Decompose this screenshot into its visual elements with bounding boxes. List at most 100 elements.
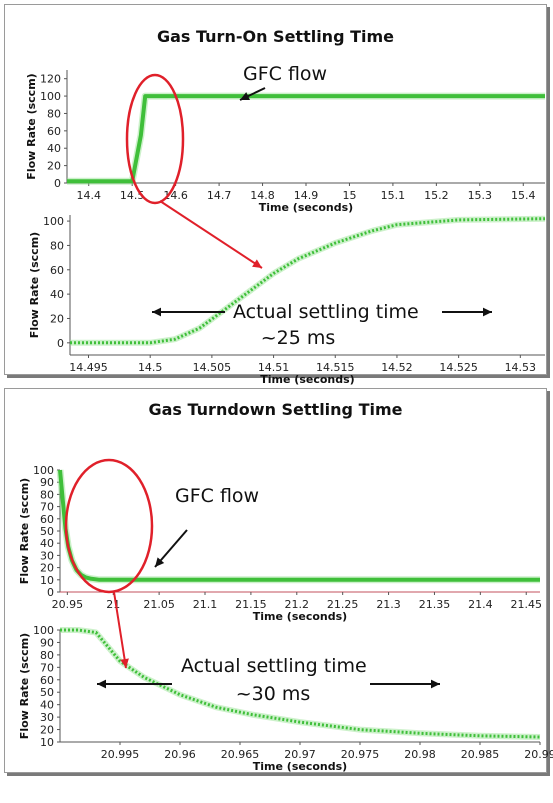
settling-time-value: ~25 ms: [261, 327, 336, 349]
settling-time-value: ~30 ms: [236, 683, 311, 705]
x-tick-label: 14.5: [138, 361, 163, 374]
x-tick-label: 20.99: [524, 748, 553, 761]
x-tick-label: 14.495: [69, 361, 108, 374]
x-tick-label: 14.7: [207, 189, 232, 202]
y-tick-label: 0: [57, 337, 64, 350]
y-tick-label: 60: [50, 264, 64, 277]
settling-right-arrowhead: [482, 307, 492, 317]
x-tick-label: 21.2: [285, 598, 310, 611]
x-tick-label: 21.45: [510, 598, 542, 611]
y-tick-label: 100: [33, 464, 54, 477]
settling-time-label: Actual settling time: [233, 301, 419, 323]
x-tick-label: 21.05: [143, 598, 175, 611]
y-tick-label: 90: [40, 636, 54, 649]
y-tick-label: 0: [54, 177, 61, 190]
y-tick-label: 80: [47, 107, 61, 120]
zoom-pointer-arrow: [159, 200, 263, 269]
y-tick-label: 60: [40, 674, 54, 687]
x-tick-label: 21.3: [376, 598, 401, 611]
x-tick-label: 14.51: [258, 361, 290, 374]
y-tick-label: 80: [40, 649, 54, 662]
settling-right-arrowhead: [430, 679, 440, 689]
gfc-flow-label: GFC flow: [243, 63, 327, 85]
x-tick-label: 14.8: [250, 189, 275, 202]
y-tick-label: 0: [47, 586, 54, 599]
y-tick-label: 10: [40, 574, 54, 587]
y-axis-label: Flow Rate (sccm): [28, 232, 41, 338]
y-tick-label: 90: [40, 476, 54, 489]
y-tick-label: 20: [47, 160, 61, 173]
series-line: [67, 94, 545, 184]
turn-on-panel: Gas Turn-On Settling Time: [4, 4, 547, 375]
y-tick-label: 70: [40, 661, 54, 674]
chart-title: Gas Turndown Settling Time: [148, 400, 403, 419]
y-tick-label: 20: [40, 724, 54, 737]
y-tick-label: 40: [47, 142, 61, 155]
y-tick-label: 50: [40, 525, 54, 538]
x-tick-label: 14.515: [316, 361, 355, 374]
x-tick-label: 15: [342, 189, 356, 202]
gfc-flow-label: GFC flow: [175, 485, 259, 507]
y-tick-label: 100: [33, 624, 54, 637]
x-tick-label: 20.965: [221, 748, 260, 761]
x-tick-label: 21.4: [468, 598, 493, 611]
x-tick-label: 21: [106, 598, 120, 611]
y-tick-label: 40: [50, 288, 64, 301]
x-tick-label: 21.25: [327, 598, 359, 611]
y-tick-label: 60: [47, 125, 61, 138]
x-tick-label: 15.2: [424, 189, 449, 202]
settling-left-arrowhead: [152, 307, 162, 317]
x-tick-label: 14.52: [381, 361, 413, 374]
x-tick-label: 20.97: [284, 748, 316, 761]
zoom-pointer-arrowhead: [252, 259, 262, 268]
x-tick-label: 20.985: [461, 748, 500, 761]
y-tick-label: 80: [50, 239, 64, 252]
x-axis-label: Time (seconds): [253, 760, 347, 773]
settling-left-arrowhead: [97, 679, 107, 689]
settling-time-label: Actual settling time: [181, 655, 367, 677]
x-tick-label: 15.4: [511, 189, 536, 202]
x-tick-label: 20.995: [101, 748, 140, 761]
zoom-pointer-arrowhead: [120, 658, 129, 668]
highlight-ellipse: [64, 458, 154, 594]
x-tick-label: 15.3: [468, 189, 493, 202]
y-axis-label: Flow Rate (sccm): [18, 633, 31, 739]
y-tick-label: 30: [40, 549, 54, 562]
gfc-flow-arrowhead: [155, 557, 165, 567]
y-tick-label: 30: [40, 711, 54, 724]
x-tick-label: 15.1: [381, 189, 406, 202]
x-axis-label: Time (seconds): [259, 201, 353, 214]
x-tick-label: 20.95: [52, 598, 84, 611]
series-line: [60, 628, 541, 739]
x-tick-label: 21.35: [419, 598, 451, 611]
y-tick-label: 20: [50, 312, 64, 325]
x-tick-label: 20.98: [404, 748, 436, 761]
x-tick-label: 14.505: [193, 361, 232, 374]
x-tick-label: 14.9: [294, 189, 319, 202]
x-tick-label: 14.525: [439, 361, 478, 374]
x-tick-label: 14.53: [505, 361, 537, 374]
y-axis-label: Flow Rate (sccm): [25, 73, 38, 179]
y-tick-label: 60: [40, 513, 54, 526]
x-tick-label: 20.96: [164, 748, 196, 761]
series-line-glow: [70, 215, 546, 346]
y-axis-label: Flow Rate (sccm): [18, 478, 31, 584]
series-line: [58, 469, 540, 582]
y-tick-label: 40: [40, 537, 54, 550]
x-tick-label: 20.975: [341, 748, 380, 761]
x-axis-label: Time (seconds): [260, 373, 354, 386]
y-tick-label: 80: [40, 488, 54, 501]
highlight-ellipse: [125, 73, 185, 205]
chart-title: Gas Turn-On Settling Time: [156, 27, 395, 46]
x-tick-label: 21.15: [235, 598, 267, 611]
series-line: [70, 217, 546, 345]
zoom-pointer-arrow: [113, 591, 127, 669]
y-tick-label: 50: [40, 686, 54, 699]
y-tick-label: 70: [40, 501, 54, 514]
y-tick-label: 40: [40, 699, 54, 712]
series-line-glow: [56, 469, 540, 584]
x-axis-label: Time (seconds): [253, 610, 347, 623]
gfc-flow-arrowhead: [240, 92, 250, 101]
y-tick-label: 10: [40, 736, 54, 749]
